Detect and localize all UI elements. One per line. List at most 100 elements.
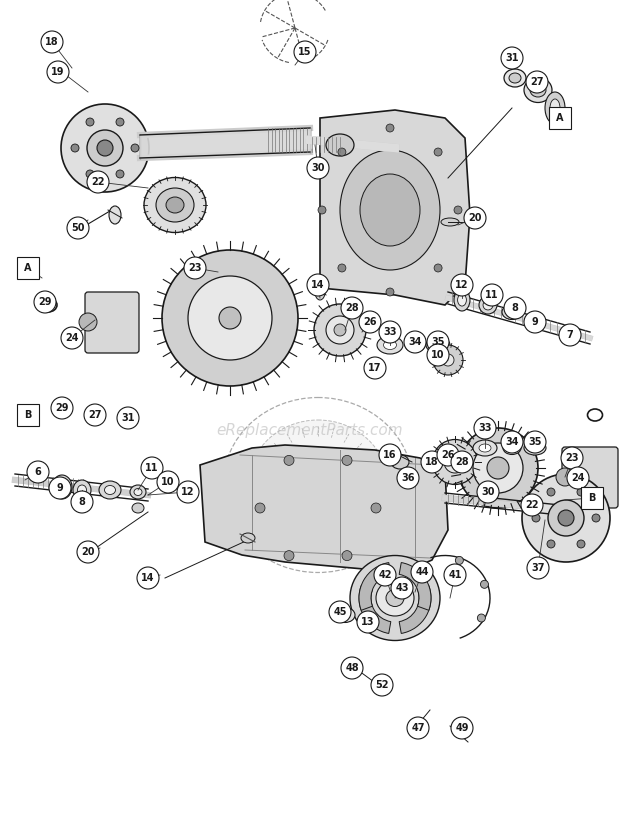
Text: 9: 9 [531,317,538,327]
FancyBboxPatch shape [581,487,603,509]
Text: 36: 36 [401,473,415,483]
Circle shape [558,510,574,526]
Circle shape [386,124,394,132]
Text: eReplacementParts.com: eReplacementParts.com [216,423,404,438]
Ellipse shape [432,341,444,349]
Circle shape [527,557,549,579]
Ellipse shape [130,485,146,499]
Ellipse shape [548,500,584,536]
Text: 47: 47 [411,723,425,733]
Text: 42: 42 [378,570,392,580]
Ellipse shape [403,477,413,487]
Text: 13: 13 [361,617,374,627]
Text: 18: 18 [45,37,59,47]
Text: 8: 8 [79,497,86,507]
Text: 16: 16 [383,450,397,460]
Circle shape [177,481,199,503]
Circle shape [455,556,463,565]
Text: 33: 33 [383,327,397,337]
Circle shape [404,331,426,353]
FancyBboxPatch shape [17,404,39,426]
Ellipse shape [99,481,121,499]
Circle shape [47,61,69,83]
Circle shape [526,71,548,93]
Ellipse shape [334,500,352,517]
Ellipse shape [509,73,521,83]
Text: 29: 29 [55,403,69,413]
Ellipse shape [73,480,91,500]
Ellipse shape [458,294,466,306]
Ellipse shape [188,276,272,360]
Circle shape [41,31,63,53]
Text: 9: 9 [56,483,63,493]
Text: 28: 28 [455,457,469,467]
Ellipse shape [391,455,409,469]
Circle shape [567,467,589,489]
Text: 8: 8 [512,303,518,313]
Wedge shape [399,585,431,634]
Circle shape [342,455,352,465]
Circle shape [481,284,503,306]
Ellipse shape [57,481,67,493]
Text: 20: 20 [468,213,482,223]
Text: 17: 17 [368,363,382,373]
Text: 20: 20 [81,547,95,557]
Circle shape [391,577,413,599]
Ellipse shape [503,441,521,455]
Ellipse shape [545,92,565,124]
Circle shape [71,144,79,152]
Circle shape [524,311,546,333]
Circle shape [137,567,159,589]
Ellipse shape [284,453,303,470]
Circle shape [329,601,351,623]
Text: A: A [24,263,32,273]
Circle shape [157,471,179,493]
Circle shape [437,444,459,466]
Polygon shape [320,110,470,305]
Circle shape [338,264,346,272]
Ellipse shape [340,150,440,270]
Circle shape [141,457,163,479]
Circle shape [86,118,94,126]
Circle shape [371,503,381,513]
FancyBboxPatch shape [17,257,39,279]
Circle shape [411,561,433,583]
Ellipse shape [442,354,454,366]
Ellipse shape [529,445,541,451]
Ellipse shape [531,315,539,324]
Circle shape [51,397,73,419]
Text: 35: 35 [528,437,542,447]
Ellipse shape [441,218,459,226]
Ellipse shape [504,69,526,87]
Text: 15: 15 [298,47,312,57]
Ellipse shape [473,440,497,456]
Ellipse shape [284,500,303,517]
Text: 26: 26 [441,450,454,460]
Circle shape [318,206,326,214]
Circle shape [444,564,466,586]
Ellipse shape [377,336,403,354]
Circle shape [131,144,139,152]
Text: 28: 28 [345,303,359,313]
Circle shape [371,674,393,696]
Text: 41: 41 [448,570,462,580]
Text: 37: 37 [531,563,545,573]
Circle shape [532,514,540,522]
Circle shape [559,324,581,346]
FancyBboxPatch shape [549,107,571,129]
Ellipse shape [61,104,149,192]
Ellipse shape [166,197,184,213]
Ellipse shape [105,485,115,495]
Text: 29: 29 [38,297,51,307]
Ellipse shape [458,428,538,508]
Ellipse shape [502,304,522,319]
Text: 44: 44 [415,567,429,577]
Circle shape [49,477,71,499]
Ellipse shape [132,503,144,513]
Circle shape [451,717,473,739]
Circle shape [294,41,316,63]
Text: 22: 22 [91,177,105,187]
Circle shape [379,321,401,343]
Circle shape [184,257,206,279]
Text: 48: 48 [345,663,359,673]
